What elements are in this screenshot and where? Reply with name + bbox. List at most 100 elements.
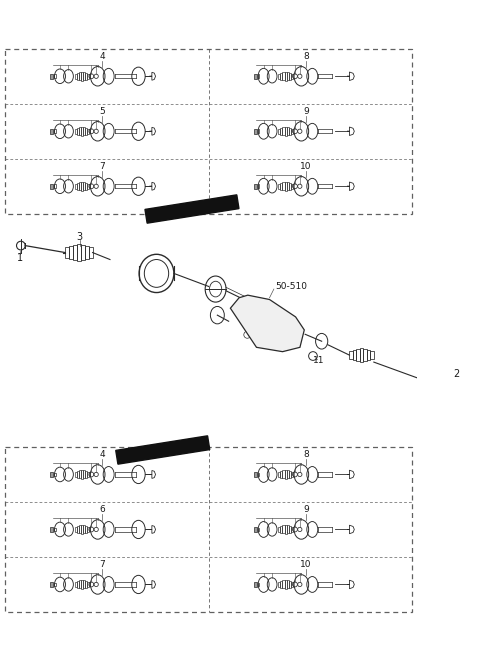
Bar bbox=[50, 527, 53, 532]
Bar bbox=[77, 183, 79, 190]
Bar bbox=[79, 183, 81, 190]
Bar bbox=[278, 582, 280, 587]
Bar bbox=[87, 472, 89, 477]
Bar bbox=[69, 246, 73, 259]
Bar bbox=[85, 183, 87, 190]
Bar bbox=[291, 74, 293, 79]
Bar bbox=[291, 527, 293, 532]
Bar bbox=[254, 472, 257, 477]
Bar bbox=[287, 581, 289, 588]
Bar bbox=[287, 72, 289, 80]
Bar bbox=[287, 525, 289, 533]
Bar bbox=[83, 525, 85, 533]
Bar bbox=[83, 127, 85, 135]
Bar bbox=[285, 182, 287, 190]
Bar bbox=[278, 472, 280, 477]
Bar bbox=[79, 525, 81, 533]
Bar bbox=[278, 183, 280, 189]
Text: 11: 11 bbox=[313, 356, 325, 365]
Bar bbox=[54, 129, 56, 133]
Bar bbox=[81, 182, 83, 190]
Bar bbox=[280, 581, 283, 588]
Text: 7: 7 bbox=[100, 560, 105, 569]
Bar bbox=[278, 527, 280, 532]
Bar bbox=[50, 74, 53, 79]
Polygon shape bbox=[230, 295, 304, 352]
Bar bbox=[85, 128, 87, 134]
Bar bbox=[280, 471, 283, 478]
Text: 8: 8 bbox=[303, 450, 309, 459]
Bar bbox=[360, 348, 363, 362]
Bar bbox=[353, 350, 357, 360]
Bar bbox=[85, 73, 87, 80]
Text: 1: 1 bbox=[17, 253, 23, 263]
Bar bbox=[83, 183, 85, 190]
Bar bbox=[74, 472, 77, 477]
Bar bbox=[258, 129, 259, 133]
Bar bbox=[285, 525, 287, 534]
Bar bbox=[83, 581, 85, 588]
Bar bbox=[50, 129, 53, 134]
Bar bbox=[77, 526, 79, 532]
Bar bbox=[371, 351, 374, 360]
Bar bbox=[83, 72, 85, 80]
Bar bbox=[287, 183, 289, 190]
Bar bbox=[287, 127, 289, 135]
Bar bbox=[349, 351, 353, 360]
Bar bbox=[54, 528, 56, 531]
Bar bbox=[79, 72, 81, 80]
Bar bbox=[254, 527, 257, 532]
Bar bbox=[87, 527, 89, 532]
Bar bbox=[77, 581, 79, 588]
Text: 10: 10 bbox=[300, 162, 312, 171]
Bar bbox=[54, 583, 56, 587]
Text: 9: 9 bbox=[303, 107, 309, 116]
Bar bbox=[65, 247, 69, 258]
Bar bbox=[367, 350, 371, 360]
Bar bbox=[357, 349, 360, 361]
Bar bbox=[54, 185, 56, 188]
Bar bbox=[81, 525, 83, 534]
Bar bbox=[291, 582, 293, 587]
Bar bbox=[280, 183, 283, 190]
Bar bbox=[258, 473, 259, 476]
Bar bbox=[5, 49, 412, 214]
Bar bbox=[81, 580, 83, 588]
Bar bbox=[289, 471, 291, 478]
Bar bbox=[83, 471, 85, 478]
Polygon shape bbox=[116, 436, 210, 464]
Bar bbox=[87, 74, 89, 79]
Text: 5: 5 bbox=[100, 107, 105, 116]
Bar bbox=[285, 72, 287, 80]
Bar bbox=[87, 183, 89, 189]
Bar bbox=[280, 128, 283, 134]
Bar bbox=[289, 183, 291, 190]
Bar bbox=[74, 527, 77, 532]
Text: 6: 6 bbox=[100, 505, 105, 514]
Bar bbox=[254, 183, 257, 189]
Text: 2: 2 bbox=[453, 369, 459, 380]
Bar bbox=[285, 127, 287, 136]
Bar bbox=[74, 582, 77, 587]
Bar bbox=[89, 247, 93, 258]
Bar bbox=[77, 244, 81, 261]
Bar bbox=[81, 470, 83, 478]
Bar bbox=[85, 246, 89, 259]
Bar bbox=[79, 127, 81, 135]
Bar bbox=[285, 470, 287, 478]
Text: 4: 4 bbox=[100, 52, 105, 61]
Bar bbox=[289, 581, 291, 588]
Bar bbox=[81, 245, 85, 260]
Bar bbox=[278, 74, 280, 79]
Bar bbox=[287, 471, 289, 478]
Text: 4: 4 bbox=[100, 450, 105, 459]
Bar bbox=[79, 581, 81, 588]
Bar bbox=[289, 128, 291, 134]
Bar bbox=[79, 471, 81, 478]
Bar bbox=[280, 526, 283, 532]
Bar bbox=[283, 525, 285, 533]
Bar bbox=[291, 472, 293, 477]
Bar bbox=[81, 72, 83, 80]
Bar bbox=[278, 129, 280, 134]
Bar bbox=[85, 471, 87, 478]
